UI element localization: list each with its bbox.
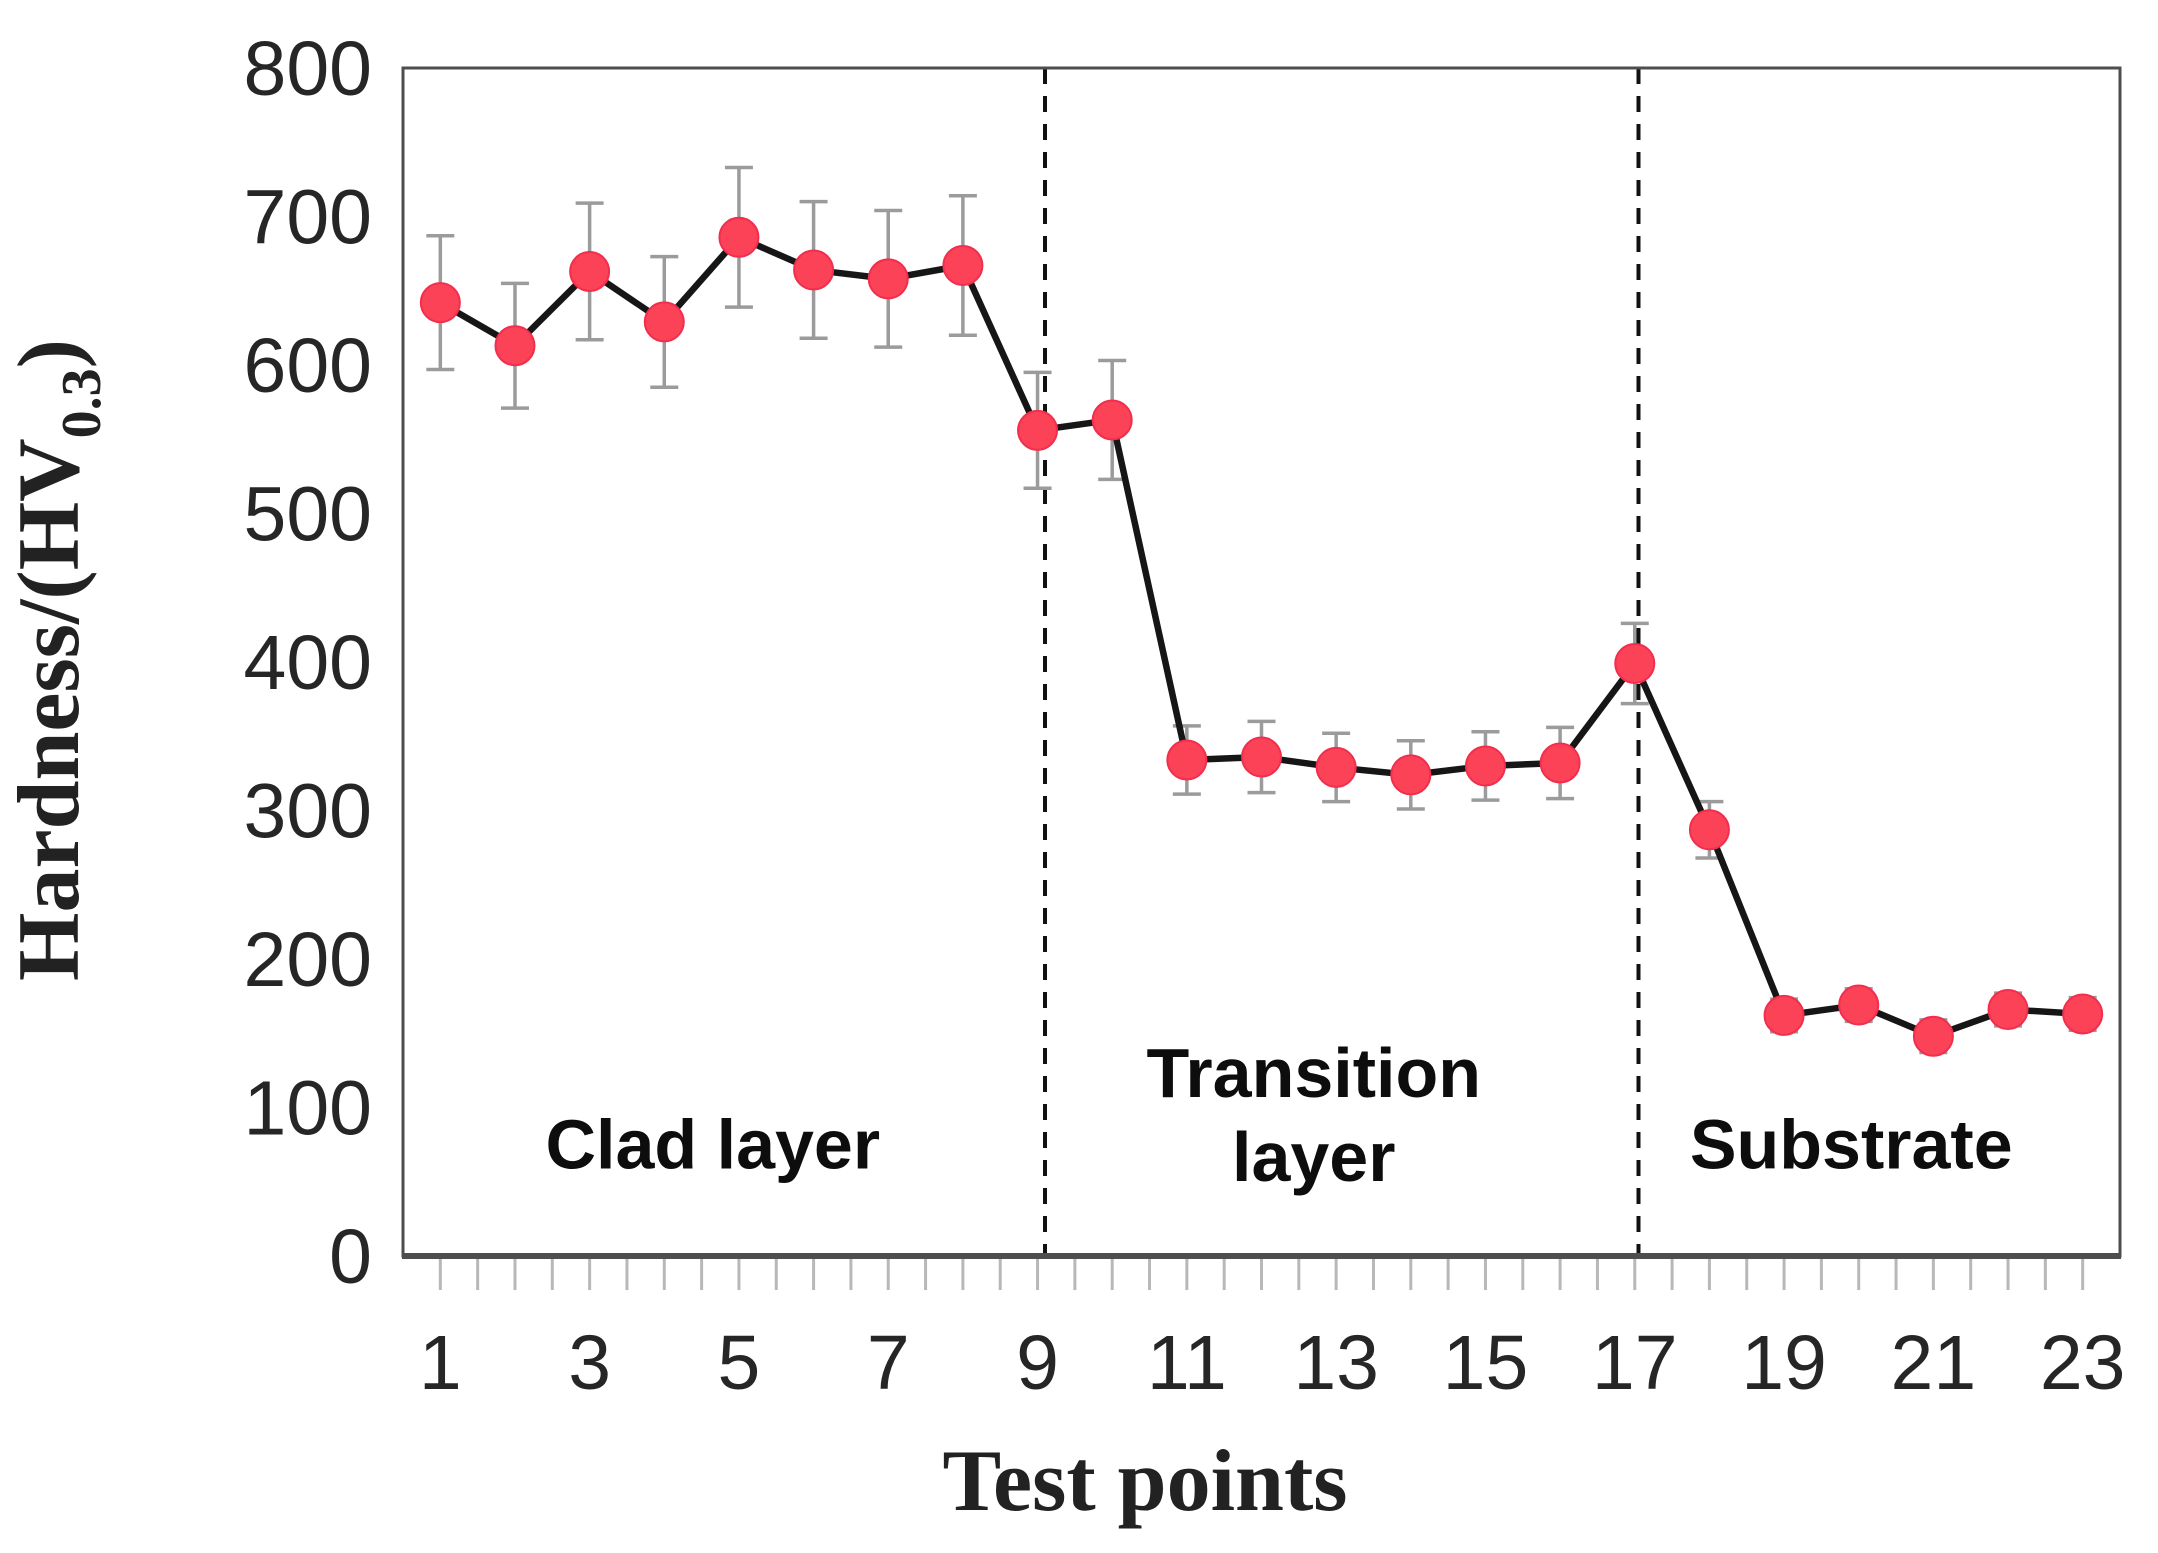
region-label: Clad layer: [545, 1106, 880, 1184]
plot-background: [403, 68, 2120, 1256]
y-axis-title: Hardness/(HV0.3): [1, 339, 113, 981]
data-point: [1539, 742, 1581, 784]
data-point: [867, 258, 909, 300]
data-point: [1763, 994, 1805, 1036]
x-tick-labels: 1 3 5 7 9 11 13 15 17 19 21 23: [419, 1320, 2126, 1406]
y-tick-label: 800: [244, 26, 372, 112]
x-tick-label: 13: [1293, 1320, 1379, 1406]
data-point: [1390, 754, 1432, 796]
x-tick-label: 5: [718, 1320, 761, 1406]
y-tick-label: 200: [244, 917, 372, 1003]
y-tick-label: 300: [244, 768, 372, 854]
x-tick-label: 11: [1147, 1320, 1227, 1406]
x-tick-label: 3: [568, 1320, 611, 1406]
data-point: [1912, 1015, 1954, 1057]
data-point: [1987, 988, 2029, 1030]
x-tick-label: 21: [1891, 1320, 1977, 1406]
data-point: [718, 216, 760, 258]
data-point: [494, 325, 536, 367]
x-axis-title: Test points: [942, 1433, 1347, 1530]
data-point: [1464, 745, 1506, 787]
x-minor-ticks: [438, 1259, 2085, 1290]
plot-area: [403, 68, 2120, 1256]
data-point: [1614, 642, 1656, 684]
data-point: [2062, 993, 2104, 1035]
x-tick-label: 1: [419, 1320, 462, 1406]
y-tick-labels: 0 100 200 300 400 500 600 700 800: [244, 26, 372, 1300]
data-point: [569, 250, 611, 292]
y-tick-label: 400: [244, 620, 372, 706]
x-tick-label: 19: [1741, 1320, 1827, 1406]
data-point: [1091, 399, 1133, 441]
plot-border: [401, 66, 2122, 1259]
x-tick-label: 7: [867, 1320, 910, 1406]
y-tick-label: 600: [244, 323, 372, 409]
data-point: [1017, 409, 1059, 451]
y-tick-label: 0: [329, 1214, 372, 1300]
data-point: [942, 245, 984, 287]
region-label: Transition layer: [1147, 1034, 1481, 1196]
data-point: [1838, 984, 1880, 1026]
y-tick-label: 500: [244, 471, 372, 557]
x-tick-label: 17: [1592, 1320, 1678, 1406]
data-point: [643, 301, 685, 343]
data-points: [419, 216, 2104, 1057]
x-tick-label: 23: [2040, 1320, 2126, 1406]
data-point: [1241, 736, 1282, 778]
region-labels: Clad layer Transition layer Substrate: [545, 1034, 2012, 1196]
y-tick-label: 700: [244, 174, 372, 260]
data-point: [1688, 809, 1730, 851]
data-point: [1315, 746, 1357, 788]
data-point: [1166, 739, 1208, 781]
data-point: [793, 249, 835, 291]
x-tick-label: 15: [1443, 1320, 1529, 1406]
x-tick-label: 9: [1016, 1320, 1059, 1406]
y-tick-label: 100: [244, 1065, 372, 1151]
data-point: [419, 282, 461, 324]
region-label: Substrate: [1690, 1106, 2013, 1184]
